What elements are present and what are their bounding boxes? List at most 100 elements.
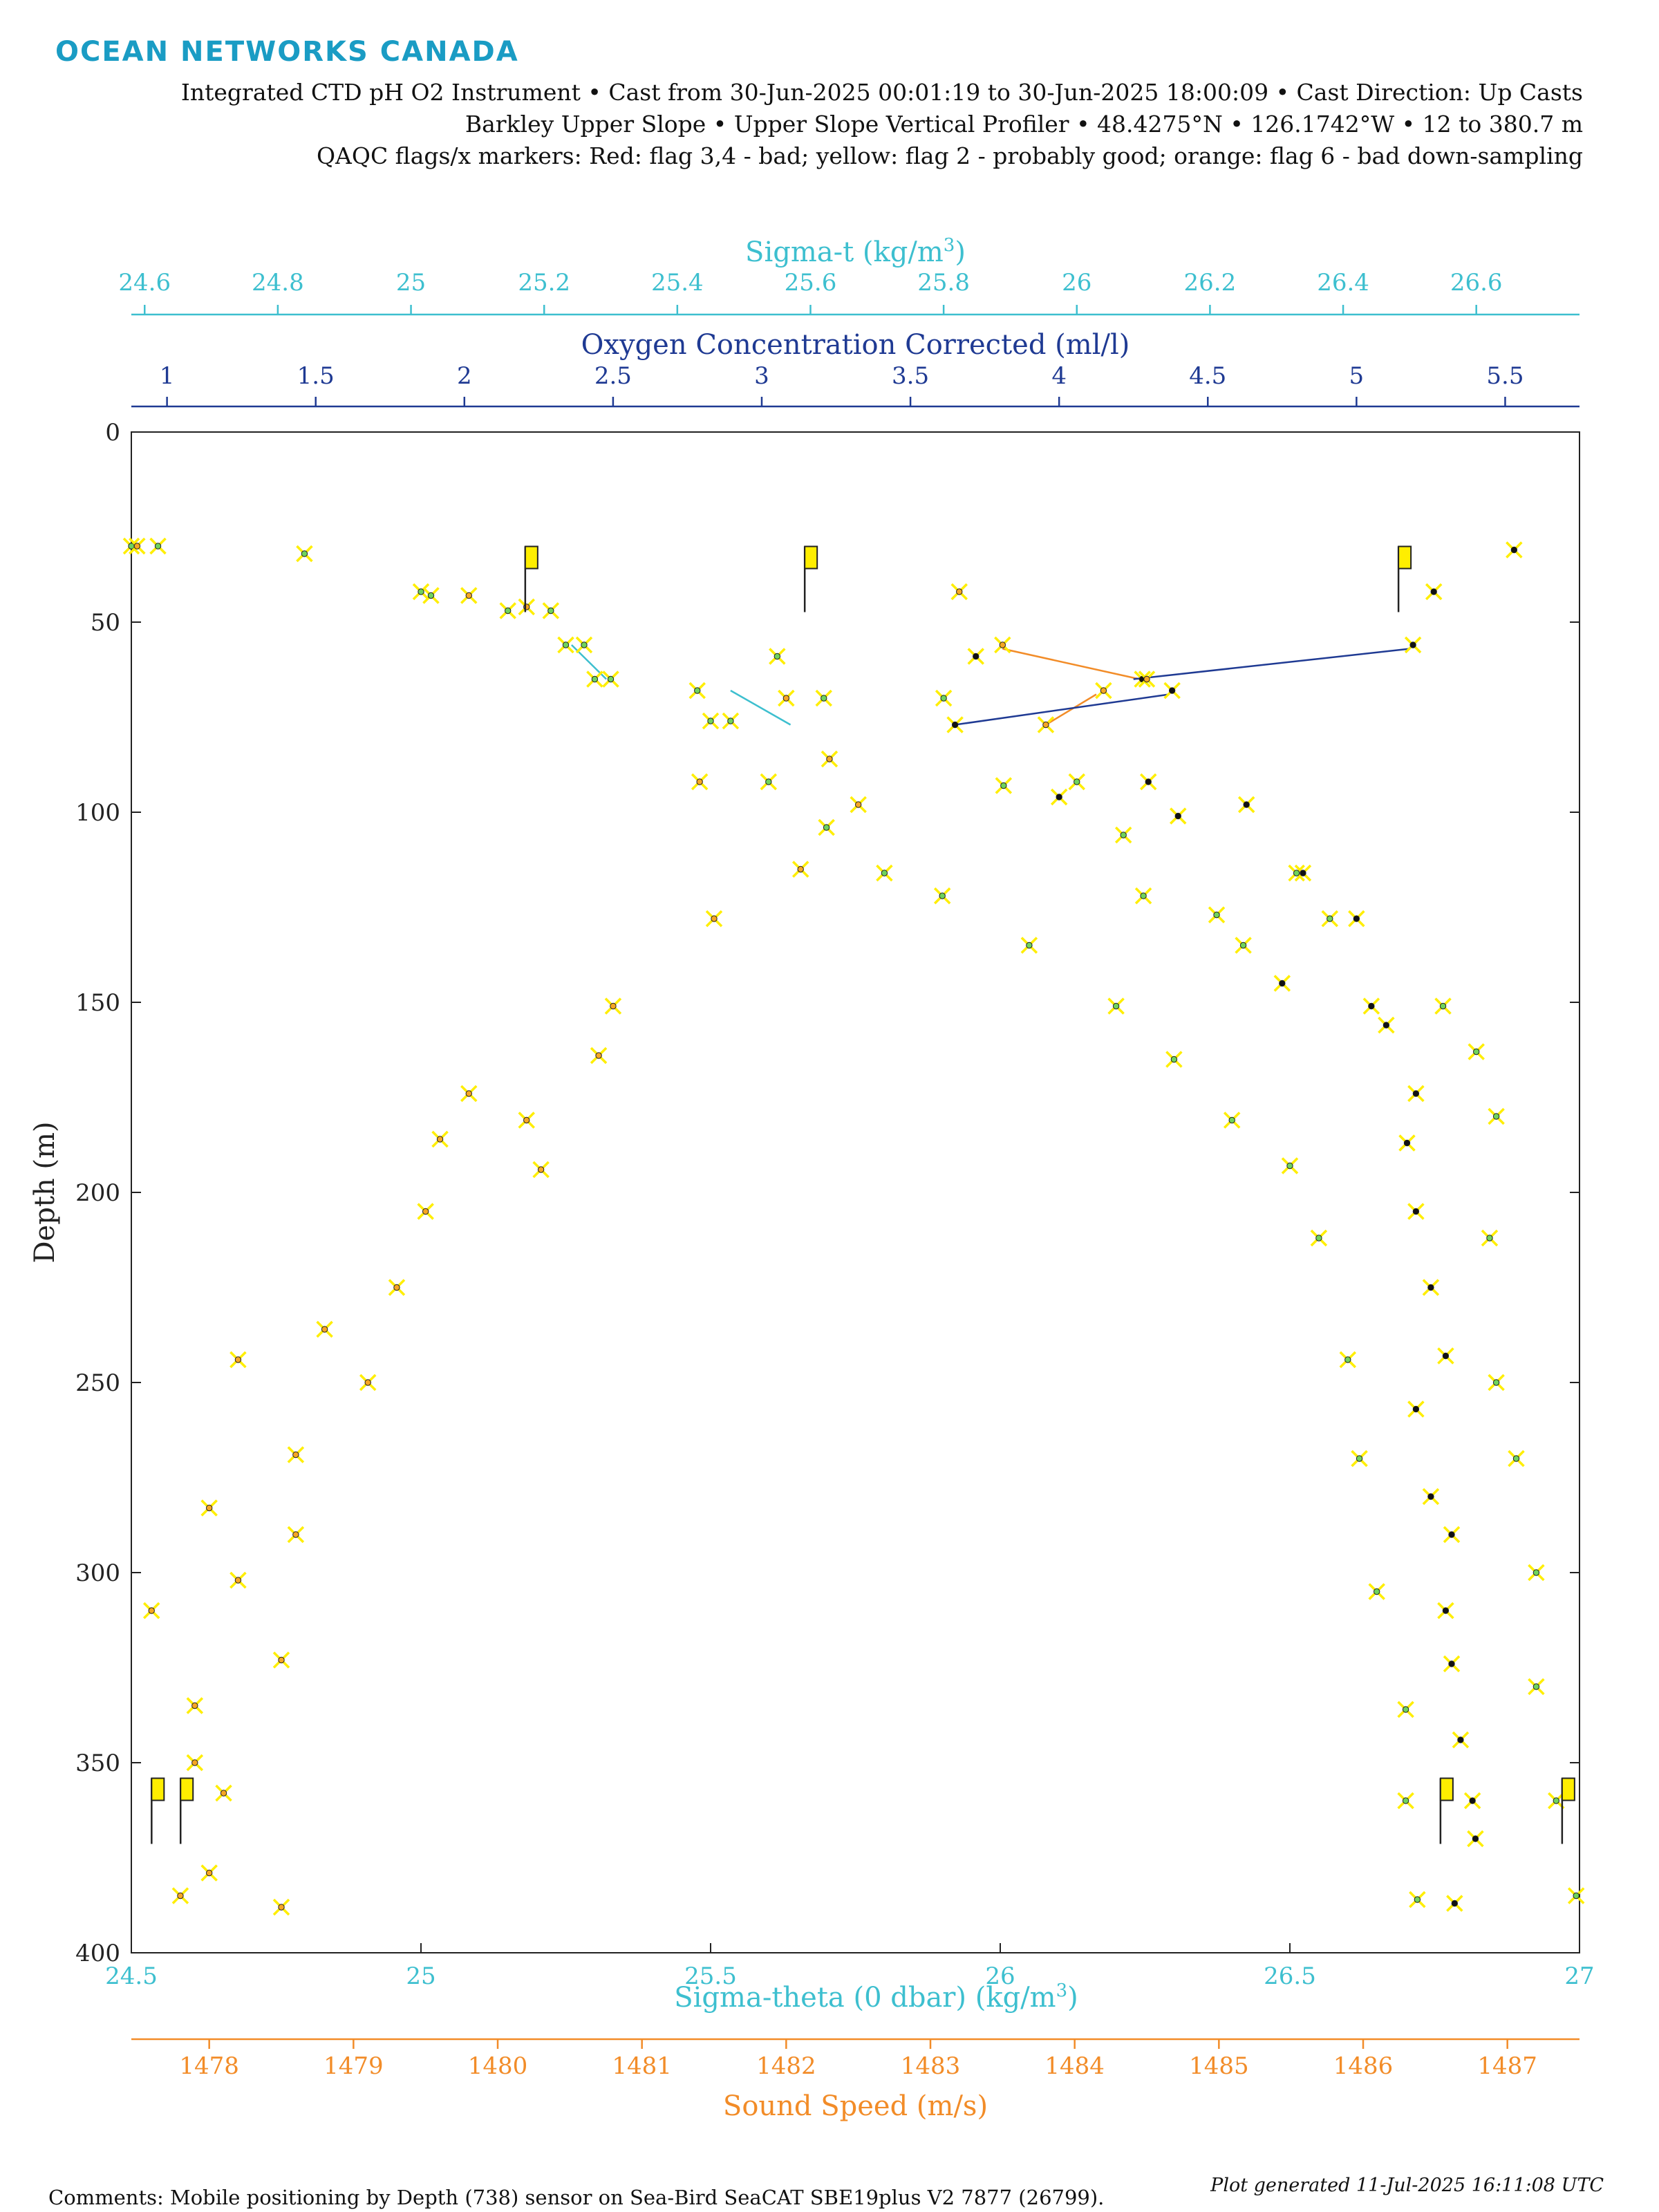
data-point [1042,721,1049,729]
data-point [1374,1588,1380,1595]
data-point [418,588,424,595]
connector-line [1002,648,1140,680]
data-point [234,1577,242,1584]
data-point [321,1326,328,1333]
data-point [1492,1113,1500,1120]
qaqc-flag-marker [151,1777,165,1801]
data-point [1414,1896,1421,1903]
sigma-theta-tick-label: 27 [1564,1962,1594,1990]
data-point [774,653,781,660]
data-point [1412,1090,1420,1097]
data-point [1457,1736,1464,1743]
sound-speed-axis-title: Sound Speed (m/s) [723,2090,988,2122]
data-point [1074,778,1080,785]
oxygen-tick-label: 2.5 [594,362,632,390]
data-point [191,1702,198,1709]
oxygen-tick-label: 5 [1349,362,1365,390]
data-point [1353,915,1360,922]
sigma-theta-tick-label: 25.5 [684,1962,737,1990]
data-point [1427,1493,1434,1500]
header-line-3: QAQC flags/x markers: Red: flag 3,4 - ba… [317,142,1583,169]
depth-tick-label: 100 [75,799,120,827]
depth-tick-label: 350 [75,1750,120,1777]
oxygen-tick-label: 5.5 [1486,362,1524,390]
data-point [465,592,472,599]
y-axis-label: Depth (m) [29,1121,61,1263]
data-point [547,607,554,615]
data-point [973,653,980,660]
data-point [694,687,701,694]
data-point [1427,1284,1434,1291]
sigma-t-tick-label: 25 [396,269,426,297]
brand-logo-text: OCEAN NETWORKS CANADA [55,36,519,68]
data-point [422,1208,429,1215]
data-point [1168,687,1176,694]
depth-tick-label: 400 [75,1940,120,1967]
sound-speed-tick-label: 1484 [1044,2052,1105,2080]
sigma-t-tick-label: 26.4 [1317,269,1369,297]
data-point [1213,911,1220,919]
qaqc-flag-marker [804,545,818,570]
sigma-t-tick-label: 26.6 [1450,269,1503,297]
data-point [1402,1706,1409,1713]
oxygen-tick-label: 4.5 [1189,362,1226,390]
data-point [177,1892,184,1900]
sigma-theta-tick-label: 26 [985,1962,1015,1990]
data-point [278,1656,285,1664]
qaqc-flag-marker [180,1777,194,1801]
connector-line [1133,648,1410,680]
data-point [1486,1235,1493,1241]
sound-speed-tick-label: 1486 [1333,2052,1394,2080]
data-point [591,675,599,683]
data-point [1510,546,1518,554]
sound-speed-tick-label: 1480 [468,2052,528,2080]
data-point [610,1002,617,1010]
data-point [1143,675,1150,683]
data-point [1315,1235,1322,1241]
data-point [1145,778,1152,785]
sound-speed-tick-label: 1481 [612,2052,672,2080]
sound-speed-tick-label: 1487 [1477,2052,1537,2080]
depth-tick-label: 250 [75,1369,120,1397]
data-point [278,1904,285,1911]
data-point [1300,870,1306,877]
data-point [427,592,435,599]
data-point [1120,832,1127,838]
data-point [1344,1356,1351,1363]
data-point [436,1136,444,1143]
data-point [1512,1455,1520,1462]
sound-speed-tick-label: 1485 [1189,2052,1249,2080]
data-point [1100,687,1107,694]
data-point [1472,1835,1479,1842]
data-point [1000,782,1007,789]
data-point [1553,1797,1559,1804]
oxygen-tick-label: 4 [1051,362,1067,390]
data-point [1356,1455,1363,1462]
data-point [1533,1569,1540,1576]
data-point [881,870,888,877]
data-point [1409,641,1416,648]
data-point [939,892,946,899]
data-point [1368,1002,1375,1010]
sound-speed-tick-label: 1483 [901,2052,961,2080]
data-point [1473,1048,1480,1056]
sigma-t-tick-label: 25.2 [518,269,570,297]
data-point [1286,1162,1293,1170]
data-point [1293,870,1300,877]
data-point [1573,1892,1580,1900]
data-point [364,1379,371,1386]
sigma-t-tick-label: 26 [1062,269,1091,297]
depth-tick-label: 200 [75,1179,120,1207]
plot-frame [131,431,1580,1953]
data-point [1327,915,1333,922]
depth-tick-label: 300 [75,1559,120,1587]
data-point [854,801,862,808]
data-point [940,695,947,702]
data-point [581,641,588,648]
data-point [595,1052,602,1059]
sigma-t-tick-label: 25.6 [785,269,837,297]
data-point [797,865,804,873]
data-point [782,695,790,702]
data-point [234,1356,242,1363]
